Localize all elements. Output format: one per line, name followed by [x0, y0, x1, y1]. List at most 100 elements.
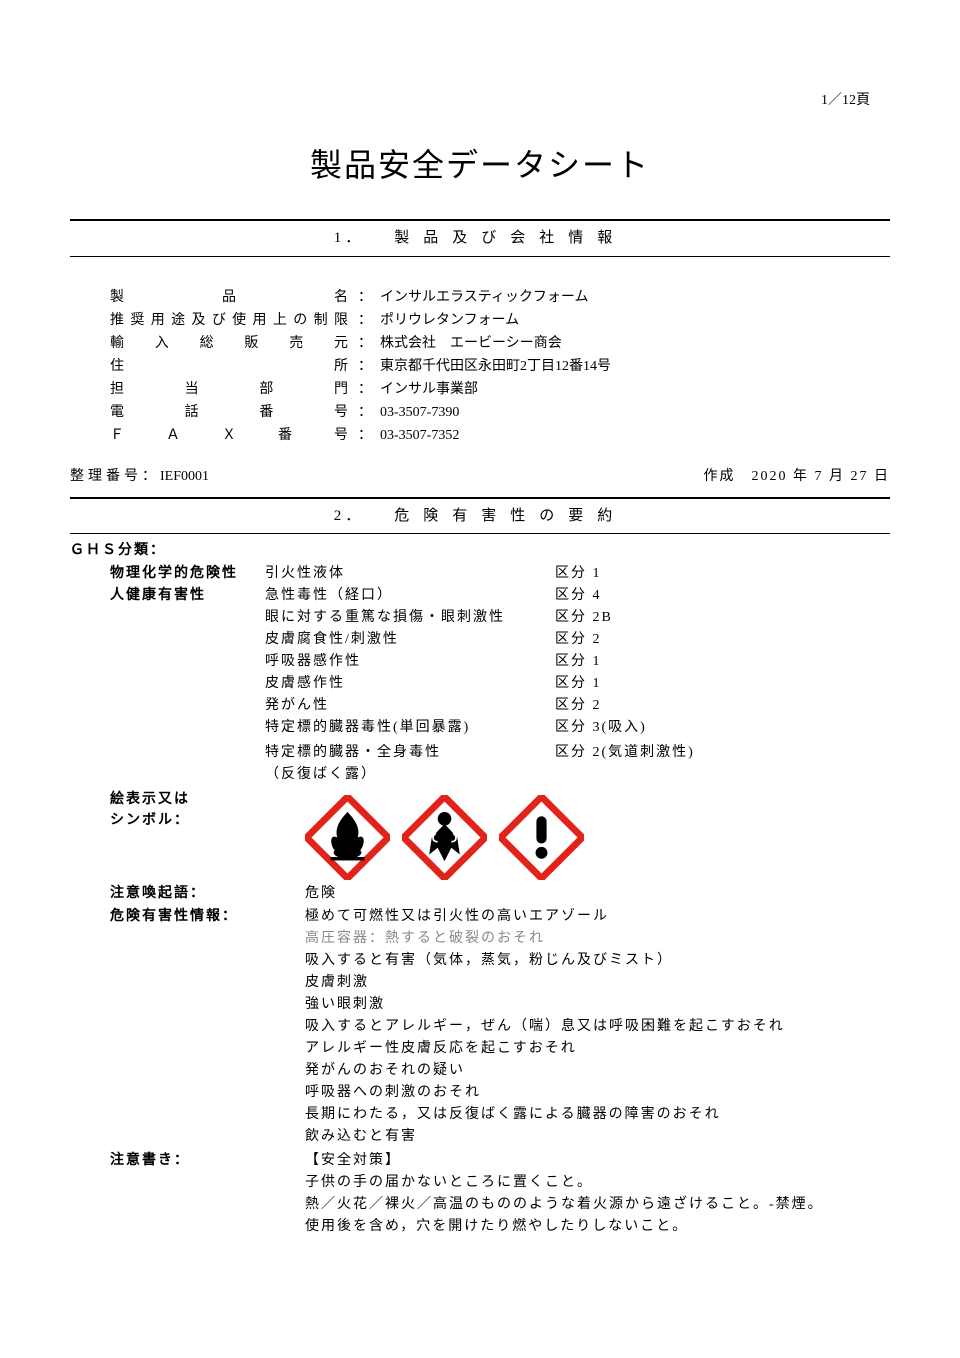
ghs-class: 区分 1: [555, 673, 890, 694]
hazard-line: 強い眼刺激: [305, 994, 890, 1015]
ghs-item: 発がん性: [265, 695, 555, 716]
product-name-label: 製品名: [110, 287, 350, 308]
ghs-classification-heading: ＧＨＳ分類：: [70, 540, 890, 561]
section-2-number: 2．: [334, 508, 365, 524]
pictogram-row: 絵表示又は シンボル：: [110, 789, 890, 881]
precaution-line: 熱／火花／裸火／高温のもののような着火源から遠ざけること。-禁煙。: [305, 1194, 890, 1215]
distributor-value: 株式会社 エービーシー商会: [380, 333, 850, 354]
ghs-physical-item: 引火性液体: [265, 563, 555, 584]
section-2-title: 危険有害性の要約: [394, 508, 626, 524]
ghs-class: 区分 2: [555, 695, 890, 716]
hazard-line: 呼吸器への刺激のおそれ: [305, 1082, 890, 1103]
colon: ：: [350, 333, 380, 354]
company-info-block: 製品名 ： インサルエラスティックフォーム 推奨用途及び使用上の制限 ： ポリウ…: [110, 287, 850, 446]
hazard-statements-label: 危険有害性情報：: [110, 906, 305, 1148]
info-row-fax: ＦＡＸ番号 ： 03-3507-7352: [110, 425, 850, 446]
department-value: インサル事業部: [380, 379, 850, 400]
ghs-item: 眼に対する重篤な損傷・眼刺激性: [265, 607, 555, 628]
hazard-line: 長期にわたる，又は反復ばく露による臓器の障害のおそれ: [305, 1104, 890, 1125]
hazard-line: 発がんのおそれの疑い: [305, 1060, 890, 1081]
ghs-item: 皮膚感作性: [265, 673, 555, 694]
section-1-number: 1．: [334, 230, 365, 246]
hazard-line: 飲み込むと有害: [305, 1126, 890, 1147]
colon: ：: [350, 356, 380, 377]
section-2-header: 2． 危険有害性の要約: [70, 499, 890, 535]
ghs-row-health-6: 特定標的臓器毒性(単回暴露)区分 3(吸入): [110, 717, 890, 738]
ghs-row-health-0: 人健康有害性 急性毒性（経口） 区分 4: [110, 585, 890, 606]
distributor-label: 輸入総販売元: [110, 333, 350, 354]
precaution-list: 【安全対策】 子供の手の届かないところに置くこと。 熱／火花／裸火／高温のものの…: [305, 1150, 890, 1238]
ghs-row-health-8: （反復ばく露）: [110, 764, 890, 785]
info-row-phone: 電話番号 ： 03-3507-7390: [110, 402, 850, 423]
ghs-physical-label: 物理化学的危険性: [110, 563, 265, 584]
usage-label: 推奨用途及び使用上の制限: [110, 310, 350, 331]
ghs-item: 皮膚腐食性/刺激性: [265, 629, 555, 650]
ghs-item: 急性毒性（経口）: [265, 585, 555, 606]
hazard-line: 皮膚刺激: [305, 972, 890, 993]
product-name-value: インサルエラスティックフォーム: [380, 287, 850, 308]
fax-value: 03-3507-7352: [380, 425, 850, 446]
colon: ：: [350, 287, 380, 308]
ghs-row-health-2: 皮膚腐食性/刺激性区分 2: [110, 629, 890, 650]
ghs-row-health-5: 発がん性区分 2: [110, 695, 890, 716]
precaution-label: 注意書き：: [110, 1150, 305, 1238]
hazard-statements-list: 極めて可燃性又は引火性の高いエアゾール 高圧容器：熱すると破裂のおそれ 吸入する…: [305, 906, 890, 1148]
reference-number: 整理番号：IEF0001: [70, 466, 209, 487]
info-row-product: 製品名 ： インサルエラスティックフォーム: [110, 287, 850, 308]
phone-label: 電話番号: [110, 402, 350, 423]
ghs-class: 区分 2: [555, 629, 890, 650]
address-label: 住所: [110, 356, 350, 377]
info-row-address: 住所 ： 東京都千代田区永田町2丁目12番14号: [110, 356, 850, 377]
precaution-heading: 【安全対策】: [305, 1150, 890, 1171]
ghs-classification-block: 物理化学的危険性 引火性液体 区分 1 人健康有害性 急性毒性（経口） 区分 4…: [110, 563, 890, 1238]
fax-label: ＦＡＸ番号: [110, 425, 350, 446]
ghs-item: 呼吸器感作性: [265, 651, 555, 672]
ghs-row-health-4: 皮膚感作性区分 1: [110, 673, 890, 694]
ghs-class: [555, 764, 890, 785]
ghs-item: （反復ばく露）: [265, 764, 555, 785]
ghs-class: 区分 4: [555, 585, 890, 606]
hazard-line: 極めて可燃性又は引火性の高いエアゾール: [305, 906, 890, 927]
precaution-line: 使用後を含め，穴を開けたり燃やしたりしないこと。: [305, 1216, 890, 1237]
phone-value: 03-3507-7390: [380, 402, 850, 423]
exclamation-pictogram-icon: [499, 795, 584, 880]
section-1-title: 製品及び会社情報: [394, 230, 626, 246]
ref-value: IEF0001: [160, 469, 209, 484]
ghs-class: 区分 3(吸入): [555, 717, 890, 738]
meta-row: 整理番号：IEF0001 作成 2020 年 7 月 27 日: [70, 466, 890, 487]
signal-word-value: 危険: [305, 883, 890, 904]
health-hazard-pictogram-icon: [402, 795, 487, 880]
info-row-department: 担当部門 ： インサル事業部: [110, 379, 850, 400]
ghs-class: 区分 1: [555, 651, 890, 672]
ref-label: 整理番号：: [70, 469, 160, 484]
hazard-line: 高圧容器：熱すると破裂のおそれ: [305, 928, 890, 949]
ghs-row-physical: 物理化学的危険性 引火性液体 区分 1: [110, 563, 890, 584]
pictogram-container: [305, 795, 890, 880]
hazard-line: アレルギー性皮膚反応を起こすおそれ: [305, 1038, 890, 1059]
address-value: 東京都千代田区永田町2丁目12番14号: [380, 356, 850, 377]
ghs-item: 特定標的臓器・全身毒性: [265, 742, 555, 763]
colon: ：: [350, 310, 380, 331]
colon: ：: [350, 379, 380, 400]
hazard-line: 吸入するとアレルギー，ぜん（喘）息又は呼吸困難を起こすおそれ: [305, 1016, 890, 1037]
department-label: 担当部門: [110, 379, 350, 400]
hazard-statements-row: 危険有害性情報： 極めて可燃性又は引火性の高いエアゾール 高圧容器：熱すると破裂…: [110, 906, 890, 1148]
usage-value: ポリウレタンフォーム: [380, 310, 850, 331]
creation-date: 作成 2020 年 7 月 27 日: [704, 466, 891, 487]
info-row-distributor: 輸入総販売元 ： 株式会社 エービーシー商会: [110, 333, 850, 354]
ghs-health-label: 人健康有害性: [110, 585, 265, 606]
colon: ：: [350, 402, 380, 423]
signal-word-label: 注意喚起語：: [110, 883, 305, 904]
ghs-item: 特定標的臓器毒性(単回暴露): [265, 717, 555, 738]
ghs-row-health-1: 眼に対する重篤な損傷・眼刺激性区分 2B: [110, 607, 890, 628]
ghs-class: 区分 2(気道刺激性): [555, 742, 890, 763]
ghs-physical-class: 区分 1: [555, 563, 890, 584]
info-row-usage: 推奨用途及び使用上の制限 ： ポリウレタンフォーム: [110, 310, 850, 331]
signal-word-row: 注意喚起語： 危険: [110, 883, 890, 904]
precaution-row: 注意書き： 【安全対策】 子供の手の届かないところに置くこと。 熱／火花／裸火／…: [110, 1150, 890, 1238]
ghs-row-health-7: 特定標的臓器・全身毒性区分 2(気道刺激性): [110, 742, 890, 763]
document-title: 製品安全データシート: [70, 141, 890, 189]
page-number: 1／12頁: [70, 90, 890, 111]
flame-pictogram-icon: [305, 795, 390, 880]
colon: ：: [350, 425, 380, 446]
